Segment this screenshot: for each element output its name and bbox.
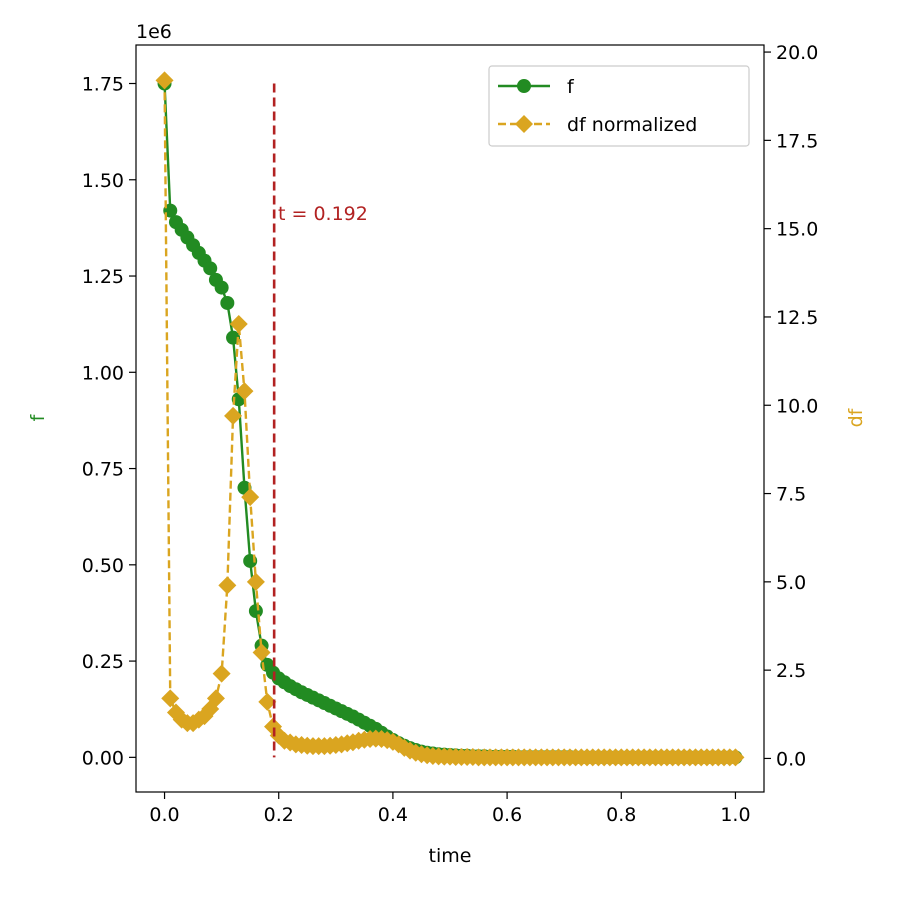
x-tick-label: 0.0 [149,804,179,826]
y-axis-label-left: f [27,413,49,421]
y-left-tick-label: 0.50 [82,555,124,577]
y-right-tick-label: 20.0 [776,42,818,64]
y-left-tick-label: 1.00 [82,362,124,384]
point-df-normalized [229,315,248,334]
point-df-normalized [235,382,254,401]
y-left-tick-label: 0.00 [82,747,124,769]
y-right-tick-label: 12.5 [776,307,818,329]
point-df-normalized [206,689,225,708]
point-df-normalized [218,576,237,595]
y-left-tick-label: 1.75 [82,74,124,96]
legend-df-marker [515,115,533,133]
legend-f-label: f [567,76,575,98]
point-df-normalized [224,406,243,425]
y-left-tick-label: 1.25 [82,266,124,288]
legend-f-marker [517,79,531,93]
point-df-normalized [252,643,271,662]
series-layer [155,71,745,767]
y-left-tick-label: 1.50 [82,170,124,192]
y-axis-left: 0.00 0.25 0.50 0.75 1.00 1.25 1.50 1.75 [82,74,136,769]
y-left-tick-label: 0.25 [82,651,124,673]
y-right-tick-label: 5.0 [776,572,806,594]
x-tick-label: 0.2 [264,804,294,826]
legend-df-label: df normalized [567,114,697,136]
plot-frame [135,44,765,793]
y-right-tick-label: 7.5 [776,484,806,506]
x-axis-label: time [429,845,472,867]
point-f [248,604,263,619]
y-right-tick-label: 10.0 [776,395,818,417]
y-left-tick-label: 0.75 [82,459,124,481]
point-df-normalized [161,689,180,708]
legend-frame [488,65,750,147]
point-df-normalized [246,572,265,591]
y-right-tick-label: 17.5 [776,130,818,152]
point-f [220,295,235,310]
point-df-normalized [258,692,277,711]
point-f [214,280,229,295]
x-tick-label: 0.6 [492,804,522,826]
vline-label: t = 0.192 [278,203,368,225]
y-right-tick-label: 0.0 [776,748,806,770]
offset-text: 1e6 [136,21,172,43]
y-axis-right: 0.0 2.5 5.0 7.5 10.0 12.5 15.0 17.5 20.0 [764,42,818,770]
point-df-normalized [155,71,174,90]
x-tick-label: 0.8 [606,804,636,826]
point-df-normalized [241,488,260,507]
point-df-normalized [212,664,231,683]
y-right-tick-label: 2.5 [776,660,806,682]
y-right-tick-label: 15.0 [776,219,818,241]
legend: f df normalized [488,65,750,147]
x-tick-label: 1.0 [720,804,750,826]
point-df-normalized [726,748,745,767]
y-axis-label-right: df [845,407,867,427]
x-tick-label: 0.4 [378,804,408,826]
x-axis: 0.0 0.2 0.4 0.6 0.8 1.0 [149,792,751,826]
point-f [203,261,218,276]
